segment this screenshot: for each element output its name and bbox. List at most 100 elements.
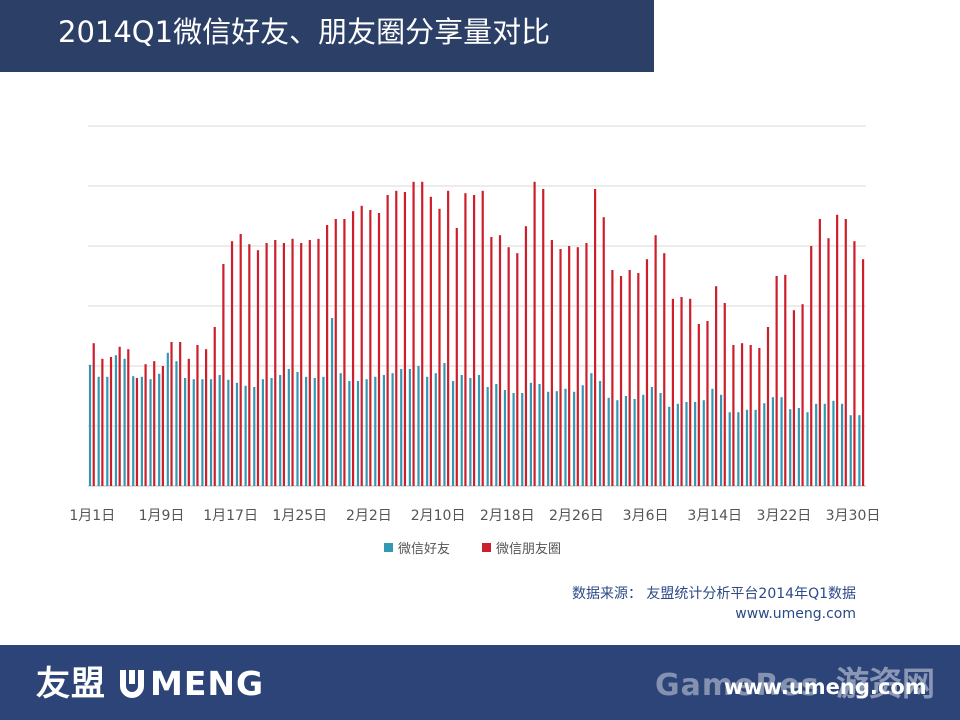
bar-moments xyxy=(455,228,458,486)
bar-friends xyxy=(184,378,187,486)
bar-moments xyxy=(472,195,476,486)
bar-friends xyxy=(400,369,403,486)
x-tick-label: 2月26日 xyxy=(549,508,604,524)
x-tick-label: 2月2日 xyxy=(346,508,392,524)
legend-label-friends: 微信好友 xyxy=(398,541,450,557)
bar-friends xyxy=(227,379,230,486)
bar-friends xyxy=(642,394,645,486)
bar-moments xyxy=(645,259,649,486)
bar-friends xyxy=(339,373,342,486)
bar-moments xyxy=(369,210,372,486)
bar-friends xyxy=(166,352,169,486)
bar-friends xyxy=(676,403,679,486)
bar-friends xyxy=(763,403,766,486)
bar-moments xyxy=(749,345,752,486)
footer-url: www.umeng.com xyxy=(724,675,927,699)
bar-friends xyxy=(175,361,178,486)
bar-friends xyxy=(754,409,757,486)
bar-friends xyxy=(503,390,507,486)
bar-friends xyxy=(253,387,256,486)
bar-moments xyxy=(827,238,830,486)
bar-moments xyxy=(161,366,164,486)
bar-friends xyxy=(365,379,368,486)
bar-friends xyxy=(201,379,204,486)
bar-friends xyxy=(581,385,584,486)
bar-friends xyxy=(702,400,705,486)
bar-moments xyxy=(326,225,329,486)
bar-friends xyxy=(244,385,247,486)
bar-friends xyxy=(789,409,792,486)
bar-moments xyxy=(568,246,571,486)
data-source: 数据来源： 友盟统计分析平台2014年Q1数据 www.umeng.com xyxy=(572,584,856,624)
bar-moments xyxy=(92,343,95,486)
watermark-youzi: 游资网 xyxy=(836,664,935,703)
bar-moments xyxy=(248,244,251,486)
x-tick-label: 3月14日 xyxy=(687,508,742,524)
bar-friends xyxy=(330,318,334,486)
bar-friends xyxy=(564,388,567,486)
bar-friends xyxy=(607,397,610,486)
umeng-logo-cn: 友盟 xyxy=(36,664,106,704)
bar-friends xyxy=(858,415,861,486)
bar-moments xyxy=(213,327,216,486)
bar-moments xyxy=(654,235,657,486)
bar-moments xyxy=(559,249,562,486)
x-tick-label: 2月10日 xyxy=(411,508,466,524)
bar-moments xyxy=(447,190,450,487)
bar-moments xyxy=(602,217,605,486)
bar-moments xyxy=(766,327,770,486)
bar-moments xyxy=(274,240,277,486)
bar-moments xyxy=(792,310,796,486)
x-tick-label: 3月22日 xyxy=(757,508,812,524)
bar-moments xyxy=(282,243,285,486)
bar-moments xyxy=(179,342,182,486)
bar-moments xyxy=(533,181,536,487)
bar-friends xyxy=(694,402,697,486)
bar-moments xyxy=(135,378,139,486)
bar-moments xyxy=(576,247,579,486)
bar-moments xyxy=(205,349,208,486)
x-tick-label: 1月9日 xyxy=(139,508,185,524)
bar-moments xyxy=(611,270,614,486)
bar-friends xyxy=(780,397,783,486)
bar-moments xyxy=(844,219,847,486)
x-tick-label: 1月1日 xyxy=(69,508,115,524)
bar-friends xyxy=(616,400,619,486)
bar-friends xyxy=(270,378,273,486)
bar-moments xyxy=(144,364,147,486)
bar-moments xyxy=(507,247,510,486)
bar-friends xyxy=(728,412,731,486)
bar-moments xyxy=(585,243,588,486)
bar-friends xyxy=(417,366,420,486)
bar-moments xyxy=(343,219,346,486)
watermark-gameres: GameRes xyxy=(655,668,820,703)
bar-friends xyxy=(521,393,524,486)
bar-moments xyxy=(196,345,199,486)
bar-friends xyxy=(823,403,826,486)
umeng-logo-en: MENG xyxy=(150,664,265,703)
bar-friends xyxy=(261,379,265,486)
bar-friends xyxy=(279,375,282,486)
bar-friends xyxy=(322,376,325,486)
bar-friends xyxy=(668,406,671,486)
bar-moments xyxy=(127,349,130,486)
bar-moments xyxy=(490,237,493,486)
x-tick-label: 3月6日 xyxy=(623,508,669,524)
bar-moments xyxy=(464,193,467,486)
bar-moments xyxy=(542,189,545,486)
bar-moments xyxy=(429,196,432,487)
bar-moments xyxy=(775,276,778,486)
bar-friends xyxy=(426,376,429,486)
legend-label-moments: 微信朋友圈 xyxy=(496,541,561,557)
title-bar: 2014Q1微信好友、朋友圈分享量对比 xyxy=(0,0,654,72)
bar-friends xyxy=(538,384,541,486)
bar-moments xyxy=(291,238,294,486)
bar-friends xyxy=(590,373,593,486)
bar-moments xyxy=(689,298,692,486)
bar-moments xyxy=(516,253,519,486)
bar-friends xyxy=(88,364,92,486)
bar-chart: 1月1日 1月9日 1月17日 1月25日 2月2日 2月10日 2月18日 2月26日 3月6… xyxy=(69,125,880,557)
bar-friends xyxy=(296,372,299,486)
bar-friends xyxy=(797,408,800,486)
bar-moments xyxy=(351,211,355,486)
